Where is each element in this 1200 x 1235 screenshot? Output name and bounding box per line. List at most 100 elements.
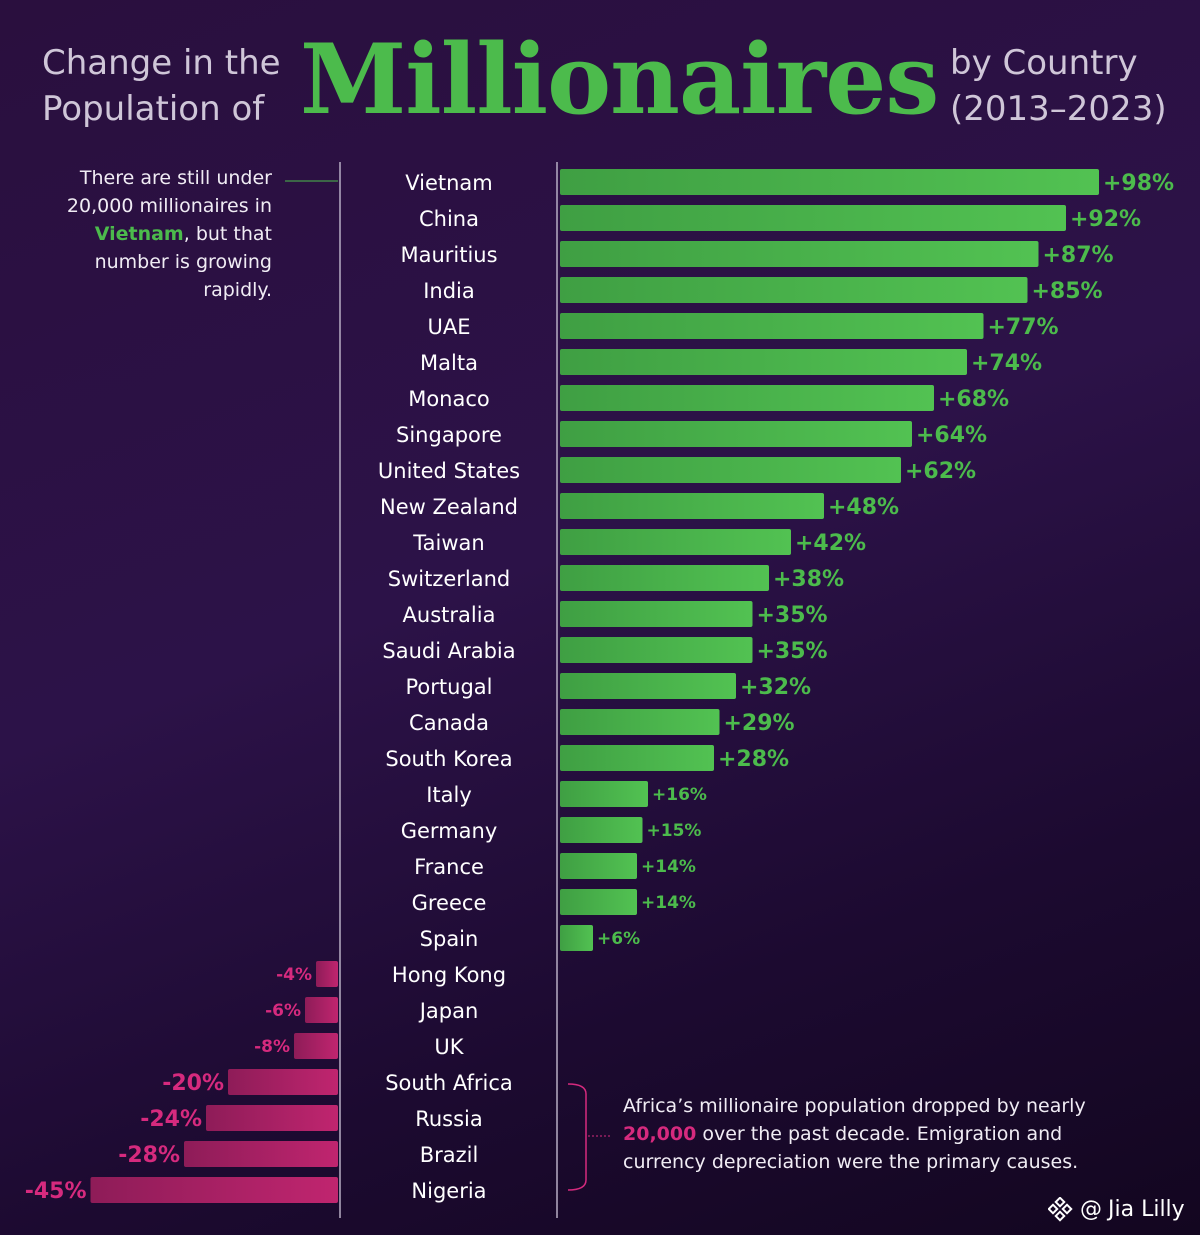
category-label-singapore: Singapore — [396, 423, 502, 447]
bar-south-africa — [228, 1069, 338, 1095]
title-line-3: by Country — [950, 43, 1138, 83]
value-label-russia: -24% — [140, 1107, 202, 1132]
bar-vietnam — [560, 169, 1099, 195]
title-right: by Country (2013–2023) — [950, 40, 1167, 132]
value-labels-group: +98% +92% +87% +85% +77% +74% +68% +64% +62%+48%… — [25, 171, 1174, 1204]
category-label-uae: UAE — [427, 315, 470, 339]
category-label-france: France — [414, 855, 484, 879]
bars-group — [90, 169, 1099, 1203]
value-label-malta: +74% — [971, 351, 1042, 376]
category-label-south-korea: South Korea — [385, 747, 512, 771]
bar-switzerland — [560, 565, 769, 591]
africa-note-before: Africa’s millionaire population dropped … — [623, 1095, 1086, 1117]
value-label-italy: +16% — [652, 785, 707, 805]
vietnam-annotation: There are still under 20,000 millionaire… — [60, 164, 272, 304]
category-label-india: India — [423, 279, 475, 303]
bar-china — [560, 205, 1066, 231]
value-label-japan: -6% — [265, 1001, 301, 1021]
value-label-greece: +14% — [641, 893, 696, 913]
bar-germany — [560, 817, 643, 843]
bar-singapore — [560, 421, 912, 447]
bar-taiwan — [560, 529, 791, 555]
category-label-hong-kong: Hong Kong — [392, 963, 506, 987]
value-label-france: +14% — [641, 857, 696, 877]
category-labels-group: Vietnam China Mauritius India UAE Malta Monaco… — [378, 171, 520, 1203]
value-label-australia: +35% — [757, 603, 828, 628]
category-label-australia: Australia — [403, 603, 496, 627]
category-label-monaco: Monaco — [408, 387, 490, 411]
category-label-canada: Canada — [409, 711, 489, 735]
bar-united-states — [560, 457, 901, 483]
bar-france — [560, 853, 637, 879]
value-label-switzerland: +38% — [773, 567, 844, 592]
category-label-russia: Russia — [415, 1107, 483, 1131]
bar-mauritius — [560, 241, 1039, 267]
value-label-brazil: -28% — [118, 1143, 180, 1168]
value-label-hong-kong: -4% — [276, 965, 312, 985]
diamond-logo-icon — [1048, 1197, 1073, 1222]
bar-australia — [560, 601, 753, 627]
category-label-mauritius: Mauritius — [400, 243, 497, 267]
bar-india — [560, 277, 1028, 303]
title-main: Millionaires — [300, 23, 939, 136]
value-label-south-korea: +28% — [718, 747, 789, 772]
category-label-uk: UK — [434, 1035, 464, 1059]
title-left: Change in the Population of — [42, 40, 281, 132]
value-label-uk: -8% — [254, 1037, 290, 1057]
value-label-monaco: +68% — [938, 387, 1009, 412]
category-label-nigeria: Nigeria — [411, 1179, 486, 1203]
value-label-new-zealand: +48% — [828, 495, 899, 520]
africa-bracket — [567, 1083, 587, 1191]
value-label-vietnam: +98% — [1103, 171, 1174, 196]
value-label-taiwan: +42% — [795, 531, 866, 556]
bar-south-korea — [560, 745, 714, 771]
category-label-south-africa: South Africa — [385, 1071, 513, 1095]
category-label-portugal: Portugal — [406, 675, 493, 699]
vietnam-note-after: , but that number is growing rapidly. — [94, 223, 272, 301]
bar-monaco — [560, 385, 934, 411]
africa-note-after: over the past decade. Emigration and cur… — [623, 1123, 1079, 1173]
category-label-germany: Germany — [401, 819, 498, 843]
value-label-nigeria: -45% — [25, 1179, 87, 1204]
credit-at: @ — [1080, 1197, 1102, 1222]
category-label-italy: Italy — [426, 783, 472, 807]
bar-malta — [560, 349, 967, 375]
bar-nigeria — [90, 1177, 338, 1203]
value-label-india: +85% — [1032, 279, 1103, 304]
value-label-germany: +15% — [647, 821, 702, 841]
africa-note-highlight: 20,000 — [623, 1123, 697, 1145]
bar-russia — [206, 1105, 338, 1131]
bar-portugal — [560, 673, 736, 699]
value-label-spain: +6% — [597, 929, 640, 949]
bar-uae — [560, 313, 984, 339]
category-label-vietnam: Vietnam — [405, 171, 493, 195]
bar-italy — [560, 781, 648, 807]
bar-canada — [560, 709, 720, 735]
category-label-greece: Greece — [412, 891, 487, 915]
value-label-south-africa: -20% — [162, 1071, 224, 1096]
value-label-saudi-arabia: +35% — [757, 639, 828, 664]
category-label-saudi-arabia: Saudi Arabia — [382, 639, 515, 663]
bar-new-zealand — [560, 493, 824, 519]
title-line-1: Change in the — [42, 43, 281, 83]
title-line-4: (2013–2023) — [950, 89, 1167, 129]
bar-brazil — [184, 1141, 338, 1167]
value-label-mauritius: +87% — [1043, 243, 1114, 268]
title-line-2: Population of — [42, 89, 265, 129]
category-label-china: China — [419, 207, 479, 231]
value-label-china: +92% — [1070, 207, 1141, 232]
credit: @ Jia Lilly — [1048, 1196, 1185, 1224]
value-label-singapore: +64% — [916, 423, 987, 448]
bar-saudi-arabia — [560, 637, 753, 663]
category-label-taiwan: Taiwan — [412, 531, 484, 555]
category-label-switzerland: Switzerland — [388, 567, 511, 591]
value-label-portugal: +32% — [740, 675, 811, 700]
value-label-canada: +29% — [724, 711, 795, 736]
bar-japan — [305, 997, 338, 1023]
vietnam-note-highlight: Vietnam — [94, 223, 184, 245]
credit-text: Jia Lilly — [1108, 1197, 1185, 1222]
category-label-united-states: United States — [378, 459, 520, 483]
value-label-united-states: +62% — [905, 459, 976, 484]
vietnam-note-before: There are still under 20,000 millionaire… — [66, 167, 272, 217]
